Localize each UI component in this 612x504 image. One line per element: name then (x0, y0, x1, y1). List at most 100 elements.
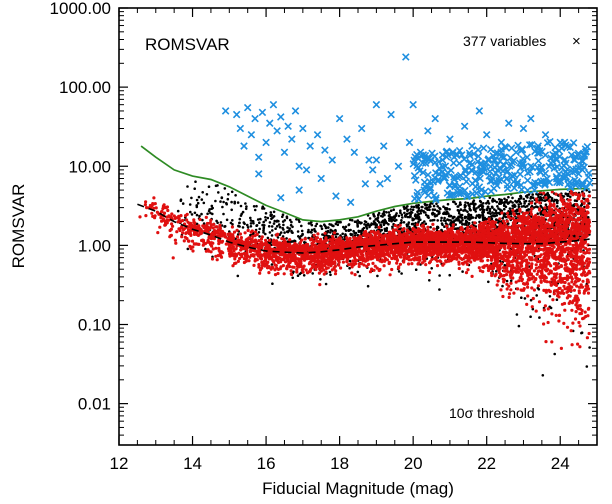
black-point (338, 220, 342, 224)
black-point (588, 346, 591, 349)
black-point (553, 352, 556, 356)
black-point (524, 194, 528, 198)
black-point (409, 208, 412, 211)
black-point (461, 270, 464, 273)
source-point (526, 285, 530, 289)
source-point (472, 226, 476, 230)
black-point (195, 213, 199, 217)
black-point (400, 213, 404, 216)
source-point (558, 272, 562, 277)
source-point (185, 218, 189, 222)
source-point (543, 206, 547, 210)
black-point (266, 236, 270, 240)
source-point (464, 271, 469, 275)
source-point (495, 283, 499, 287)
black-point (366, 284, 370, 288)
source-point (238, 232, 242, 236)
black-point (264, 232, 267, 236)
black-point (419, 212, 423, 215)
black-point (296, 274, 300, 278)
source-point (357, 262, 361, 266)
black-point (417, 206, 421, 210)
black-point (468, 215, 471, 219)
source-point (264, 238, 268, 242)
black-point (409, 213, 413, 216)
source-point (580, 199, 584, 203)
black-point (266, 216, 270, 220)
black-point (207, 185, 211, 188)
source-point (571, 243, 575, 247)
black-point (223, 187, 227, 190)
black-point (529, 298, 533, 302)
black-point (334, 222, 338, 226)
source-point (576, 205, 581, 209)
black-point (407, 221, 411, 224)
black-point (330, 223, 333, 226)
black-point (358, 221, 361, 224)
black-point (494, 209, 498, 213)
black-point (264, 212, 268, 215)
black-point (225, 218, 229, 222)
black-point (549, 306, 553, 310)
black-point (458, 219, 461, 222)
source-point (353, 273, 357, 277)
source-point (234, 247, 238, 251)
black-point (252, 222, 255, 225)
source-point (526, 294, 530, 298)
black-point (267, 225, 271, 228)
source-point (323, 231, 327, 235)
source-point (368, 233, 372, 237)
black-point (544, 203, 548, 206)
source-point (439, 260, 443, 264)
source-point (217, 241, 221, 245)
black-point (313, 229, 317, 233)
black-point (406, 205, 409, 208)
source-point (535, 272, 539, 276)
source-point (502, 266, 506, 270)
source-point (539, 279, 543, 283)
black-point (467, 221, 471, 225)
black-point (482, 210, 486, 214)
source-point (351, 259, 355, 263)
black-point (518, 200, 521, 203)
black-point (245, 205, 248, 208)
black-point (394, 214, 398, 218)
black-point (461, 222, 464, 226)
black-point (439, 219, 443, 222)
black-point (423, 220, 426, 223)
black-point (189, 210, 192, 214)
source-point (547, 272, 551, 276)
source-point (571, 212, 575, 216)
black-point (458, 201, 462, 204)
black-point (358, 274, 362, 278)
black-point (547, 193, 550, 197)
source-point (534, 266, 539, 270)
source-point (550, 340, 554, 344)
source-point (570, 343, 574, 347)
source-point (576, 342, 580, 346)
black-point (390, 217, 393, 221)
black-point (276, 236, 280, 239)
source-point (339, 266, 343, 270)
black-point (362, 226, 366, 230)
black-point (356, 270, 360, 274)
black-point (456, 208, 460, 212)
black-point (431, 208, 435, 211)
source-point (257, 263, 261, 267)
black-point (329, 273, 332, 277)
black-point (309, 230, 312, 234)
black-point (249, 216, 252, 220)
black-point (193, 211, 197, 215)
black-point (197, 195, 201, 199)
black-point (252, 205, 256, 208)
source-point (245, 253, 249, 257)
black-point (320, 227, 324, 231)
black-point (413, 214, 417, 218)
black-point (255, 224, 258, 227)
black-point (275, 219, 279, 223)
black-point (436, 225, 440, 229)
source-point (507, 295, 511, 299)
source-point (529, 210, 533, 214)
black-point (458, 216, 462, 219)
source-point (432, 227, 436, 231)
